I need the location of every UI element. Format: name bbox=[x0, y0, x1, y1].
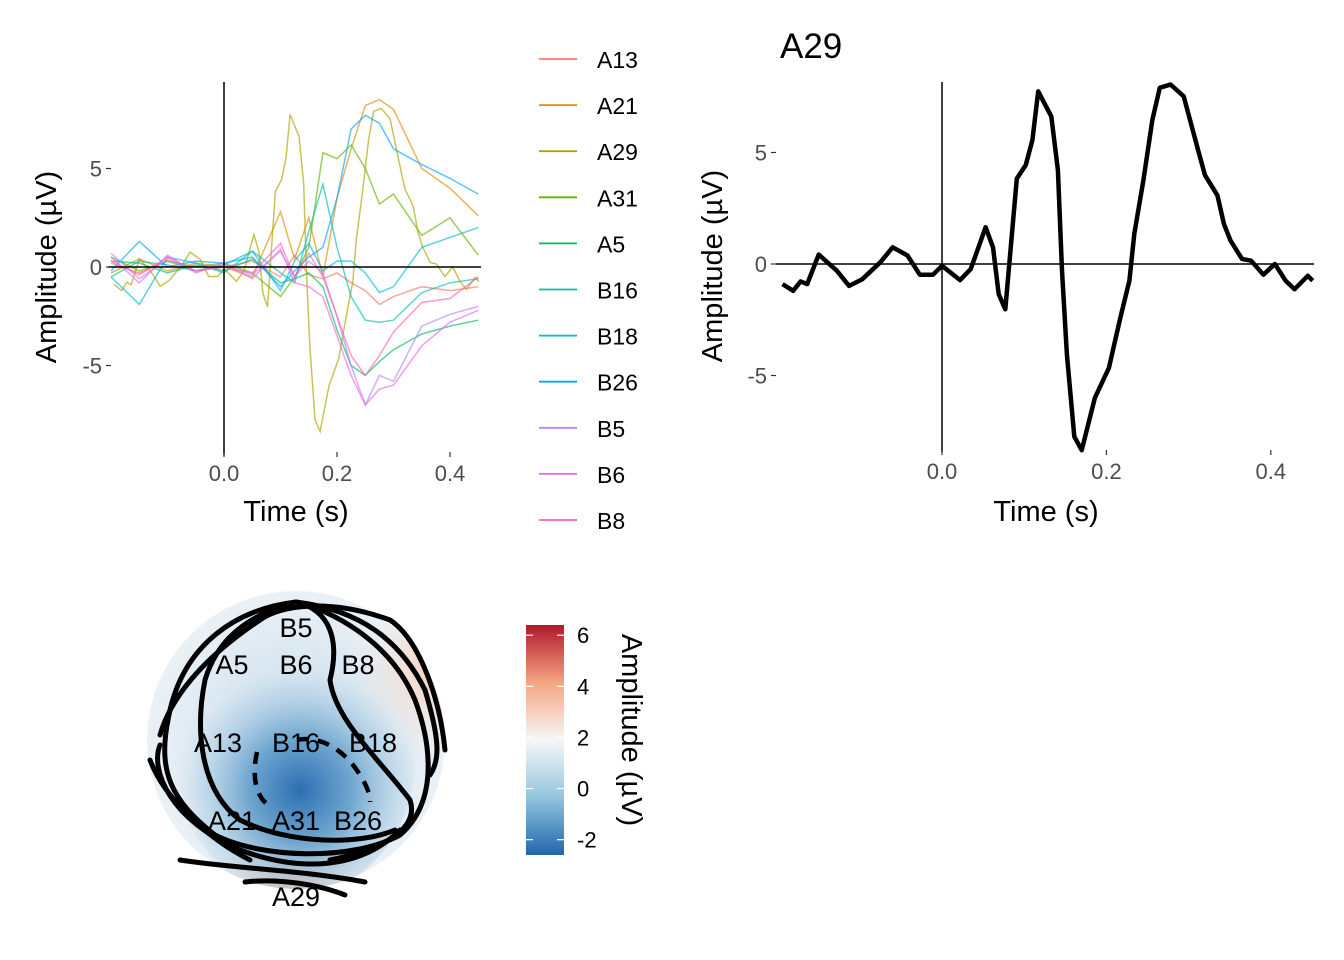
legend-item-a21: A21 bbox=[539, 93, 638, 119]
x-tick-label: 0.4 bbox=[435, 461, 466, 486]
electrode-label-a21: A21 bbox=[208, 806, 256, 836]
legend-item-b26: B26 bbox=[539, 370, 638, 396]
series-line-a31 bbox=[110, 143, 479, 298]
x-tick-label: 0.0 bbox=[209, 461, 240, 486]
series-line-b8 bbox=[110, 242, 479, 377]
series-line-a29 bbox=[781, 82, 1315, 453]
legend-label: A31 bbox=[597, 185, 638, 211]
legend-item-b16: B16 bbox=[539, 278, 638, 304]
contour-lines bbox=[147, 599, 448, 898]
dashed-contour bbox=[252, 736, 373, 807]
electrode-label-b16: B16 bbox=[272, 728, 320, 758]
series-line-a29 bbox=[113, 107, 480, 435]
electrode-label-a29: A29 bbox=[272, 882, 320, 912]
electrode-label-a5: A5 bbox=[215, 650, 248, 680]
legend-item-b5: B5 bbox=[539, 416, 625, 442]
y-tick-label: -5 bbox=[82, 354, 102, 379]
legend-label: A29 bbox=[597, 139, 638, 165]
y-axis-title: Amplitude (µV) bbox=[31, 171, 63, 363]
colorbar-tick-label: 0 bbox=[577, 777, 589, 802]
electrode-label-b6: B6 bbox=[279, 650, 312, 680]
x-tick-label: 0.2 bbox=[322, 461, 353, 486]
electrode-label-b8: B8 bbox=[341, 650, 374, 680]
electrode-label-b18: B18 bbox=[349, 728, 397, 758]
x-tick-label: 0.2 bbox=[1091, 459, 1122, 484]
colorbar-tick-label: -2 bbox=[577, 828, 597, 853]
legend-label: B16 bbox=[597, 278, 638, 304]
x-tick-label: 0.0 bbox=[927, 459, 958, 484]
electrode-label-a13: A13 bbox=[194, 728, 242, 758]
y-tick-label: -5 bbox=[747, 364, 767, 389]
legend-label: B6 bbox=[597, 462, 625, 488]
colorbar-tick-label: 2 bbox=[577, 725, 589, 750]
legend-label: B5 bbox=[597, 416, 625, 442]
legend-label: A21 bbox=[597, 93, 638, 119]
legend-label: B8 bbox=[597, 508, 625, 534]
electrode-label-a31: A31 bbox=[272, 806, 320, 836]
a29-plot: A29 0.0 0.2 0.4 -5 0 5 Time (s) Amplitude (µV… bbox=[697, 27, 1315, 528]
y-tick-label: 5 bbox=[755, 141, 767, 166]
colorbar-title: Amplitude (µV) bbox=[615, 634, 647, 826]
amplitude-field bbox=[147, 591, 445, 889]
x-tick-label: 0.4 bbox=[1256, 459, 1287, 484]
legend-label: B18 bbox=[597, 324, 638, 350]
legend-label: B26 bbox=[597, 370, 638, 396]
legend-label: A5 bbox=[597, 231, 625, 257]
legend-item-a13: A13 bbox=[539, 47, 638, 73]
y-tick-label: 0 bbox=[755, 252, 767, 277]
y-tick-label: 0 bbox=[90, 255, 102, 280]
legend-item-a5: A5 bbox=[539, 231, 625, 257]
legend-item-a31: A31 bbox=[539, 185, 638, 211]
x-axis-title: Time (s) bbox=[993, 496, 1098, 528]
colorbar-tick-label: 6 bbox=[577, 623, 589, 648]
y-axis-title: Amplitude (µV) bbox=[697, 170, 729, 362]
legend-item-b8: B8 bbox=[539, 508, 625, 534]
series-line-a21 bbox=[110, 98, 479, 278]
colorbar bbox=[526, 625, 564, 855]
x-axis-title: Time (s) bbox=[243, 496, 348, 528]
legend-item-b18: B18 bbox=[539, 324, 638, 350]
channel-traces bbox=[110, 98, 480, 435]
series-line-b26 bbox=[110, 114, 479, 288]
electrode-label-b5: B5 bbox=[279, 613, 312, 643]
series-line-b6 bbox=[110, 247, 479, 407]
series-line-b5 bbox=[110, 250, 479, 407]
legend-item-a29: A29 bbox=[539, 139, 638, 165]
electrode-label-b26: B26 bbox=[334, 806, 382, 836]
colorbar-tick-label: 4 bbox=[577, 674, 589, 699]
plot-title: A29 bbox=[780, 27, 842, 66]
legend-item-b6: B6 bbox=[539, 462, 625, 488]
y-tick-label: 5 bbox=[90, 157, 102, 182]
legend: A13 A21 A29 A31 A5 B16 B18 B26 B5 B6 B8 bbox=[539, 47, 638, 534]
series-line-b16 bbox=[110, 181, 479, 323]
butterfly-plot: 0.0 0.2 0.4 -5 0 5 Time (s) Amplitude (µV) bbox=[31, 82, 481, 528]
topographic-map: B5 A5 B6 B8 A13 B16 B18 A21 A31 B26 A29 6 4 2 0 -2 Amp… bbox=[147, 591, 647, 912]
legend-label: A13 bbox=[597, 47, 638, 73]
